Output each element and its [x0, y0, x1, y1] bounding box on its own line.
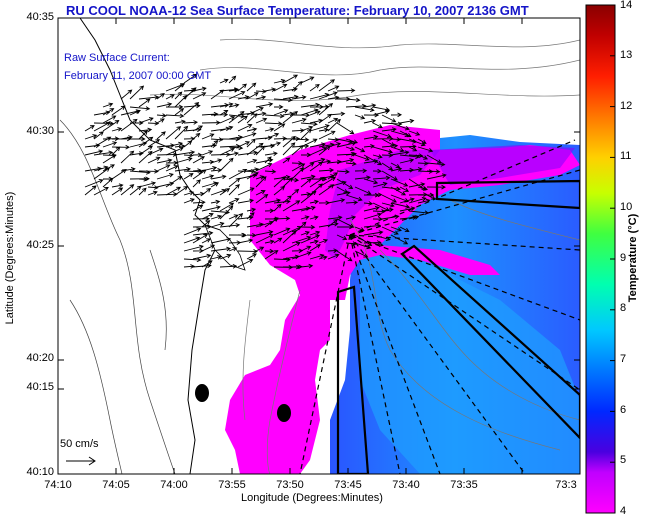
scale-arrow	[66, 456, 96, 466]
x-tick-label: 74:05	[102, 479, 130, 491]
y-axis-title: Latitude (Degrees:Minutes)	[4, 191, 16, 325]
colorbar-tick-label: 5	[620, 454, 627, 466]
colorbar-tick-label: 4	[620, 505, 627, 517]
y-tick-label: 40:30	[26, 125, 54, 137]
current-vectors	[84, 73, 447, 270]
x-tick-label: 73:40	[392, 479, 420, 491]
x-tick-label: 73:50	[276, 479, 304, 491]
sst-cool-patch-light	[360, 250, 580, 474]
y-tick-label: 40:25	[26, 239, 54, 251]
colorbar-tick-label: 6	[620, 404, 627, 416]
y-tick-label: 40:20	[26, 352, 54, 364]
colorbar-tick-label: 13	[620, 49, 633, 61]
coastline	[58, 18, 221, 474]
colorbar-tick-label: 8	[620, 302, 627, 314]
colorbar-title: Temperature (°C)	[627, 213, 639, 303]
sst-violet-band	[430, 145, 575, 185]
x-axis-title: Longitude (Degrees:Minutes)	[241, 492, 383, 504]
colorbar-tick-label: 12	[620, 100, 633, 112]
y-tick-label: 40:35	[26, 11, 54, 23]
station-marker	[195, 384, 209, 402]
x-tick-label: 73:55	[218, 479, 246, 491]
colorbar-tick-label: 9	[620, 252, 627, 264]
radial-dashed-lines	[299, 139, 580, 474]
sst-warm-region	[225, 125, 580, 474]
colorbar-ticks	[610, 4, 615, 514]
x-tick-label: 73:35	[450, 479, 478, 491]
y-tick-label: 40:10	[26, 466, 54, 478]
scale-label: 50 cm/s	[60, 438, 99, 450]
colorbar-tick-label: 10	[620, 201, 633, 213]
colorbar-tick-label: 11	[620, 150, 632, 162]
current-label: Raw Surface Current:	[64, 52, 170, 64]
land-contours	[59, 119, 176, 474]
bathymetry-contours	[149, 38, 580, 474]
colorbar-tick-label: 7	[620, 353, 627, 365]
colorbar-tick-label: 14	[620, 0, 633, 11]
sst-purple-band	[325, 150, 440, 260]
map-title: RU COOL NOAA-12 Sea Surface Temperature:…	[66, 3, 529, 18]
sandy-hook-spit	[204, 224, 246, 271]
x-tick-label: 74:10	[44, 479, 72, 491]
transect-boxes	[336, 179, 580, 474]
x-tick-label: 74:00	[160, 479, 188, 491]
y-tick-label: 40:15	[26, 381, 54, 393]
x-tick-label: 73:45	[334, 479, 362, 491]
axis-ticks	[57, 17, 580, 475]
x-tick-label: 73:3	[555, 479, 577, 491]
station-marker	[277, 404, 291, 422]
current-date: February 11, 2007 00:00 GMT	[64, 70, 212, 82]
